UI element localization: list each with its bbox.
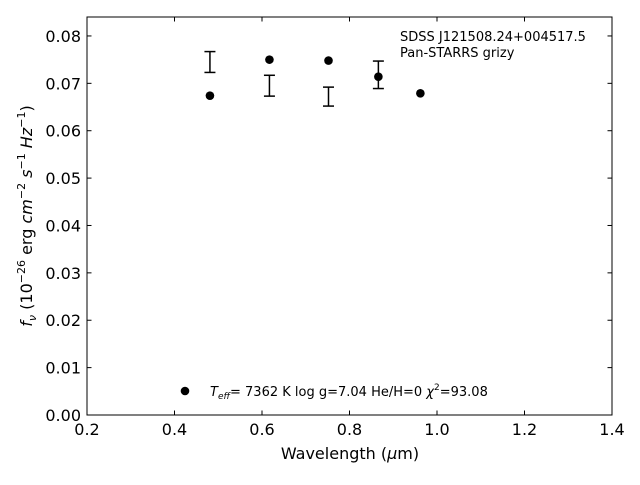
- model-point: [205, 91, 215, 100]
- y-tick-label: 0.00: [45, 406, 81, 425]
- annotation-survey: Pan-STARRS grizy: [400, 46, 515, 61]
- y-tick-label: 0.01: [45, 359, 81, 378]
- x-tick-label: 0.8: [337, 420, 362, 439]
- annotation-object: SDSS J121508.24+004517.5: [400, 30, 586, 45]
- y-tick-label: 0.03: [45, 264, 81, 283]
- model-point: [324, 56, 333, 65]
- legend-label: Teff= 7362 K log g=7.04 He/H=0 χ2=93.08: [210, 383, 488, 402]
- x-axis-label: Wavelength (μm): [281, 444, 419, 463]
- y-tick-label: 0.02: [45, 311, 81, 330]
- tick-labels: 0.2 0.4 0.6 0.8 1.0 1.2 1.4 0.00 0.01 0.02 0.03 0.0…: [45, 27, 624, 439]
- y-tick-label: 0.04: [45, 216, 81, 235]
- model-point: [416, 88, 425, 98]
- y-tick-label: 0.05: [45, 169, 81, 188]
- x-tick-label: 0.6: [249, 420, 274, 439]
- y-tick-label: 0.06: [45, 122, 81, 141]
- model-point: [374, 72, 383, 81]
- y-axis-label: fν (10−26 erg cm−2 s−1 Hz−1): [15, 105, 39, 326]
- y-tick-label: 0.07: [45, 74, 81, 93]
- model-point: [265, 55, 274, 64]
- ticks: [86, 17, 613, 416]
- y-tick-label: 0.08: [45, 27, 81, 46]
- x-tick-label: 0.2: [74, 420, 99, 439]
- x-tick-label: 1.2: [512, 420, 537, 439]
- x-tick-label: 0.4: [162, 420, 187, 439]
- plot-frame: [86, 16, 613, 416]
- legend-marker: [180, 386, 190, 396]
- x-tick-label: 1.4: [599, 420, 624, 439]
- x-tick-label: 1.0: [424, 420, 449, 439]
- data-marks: [204, 50, 425, 107]
